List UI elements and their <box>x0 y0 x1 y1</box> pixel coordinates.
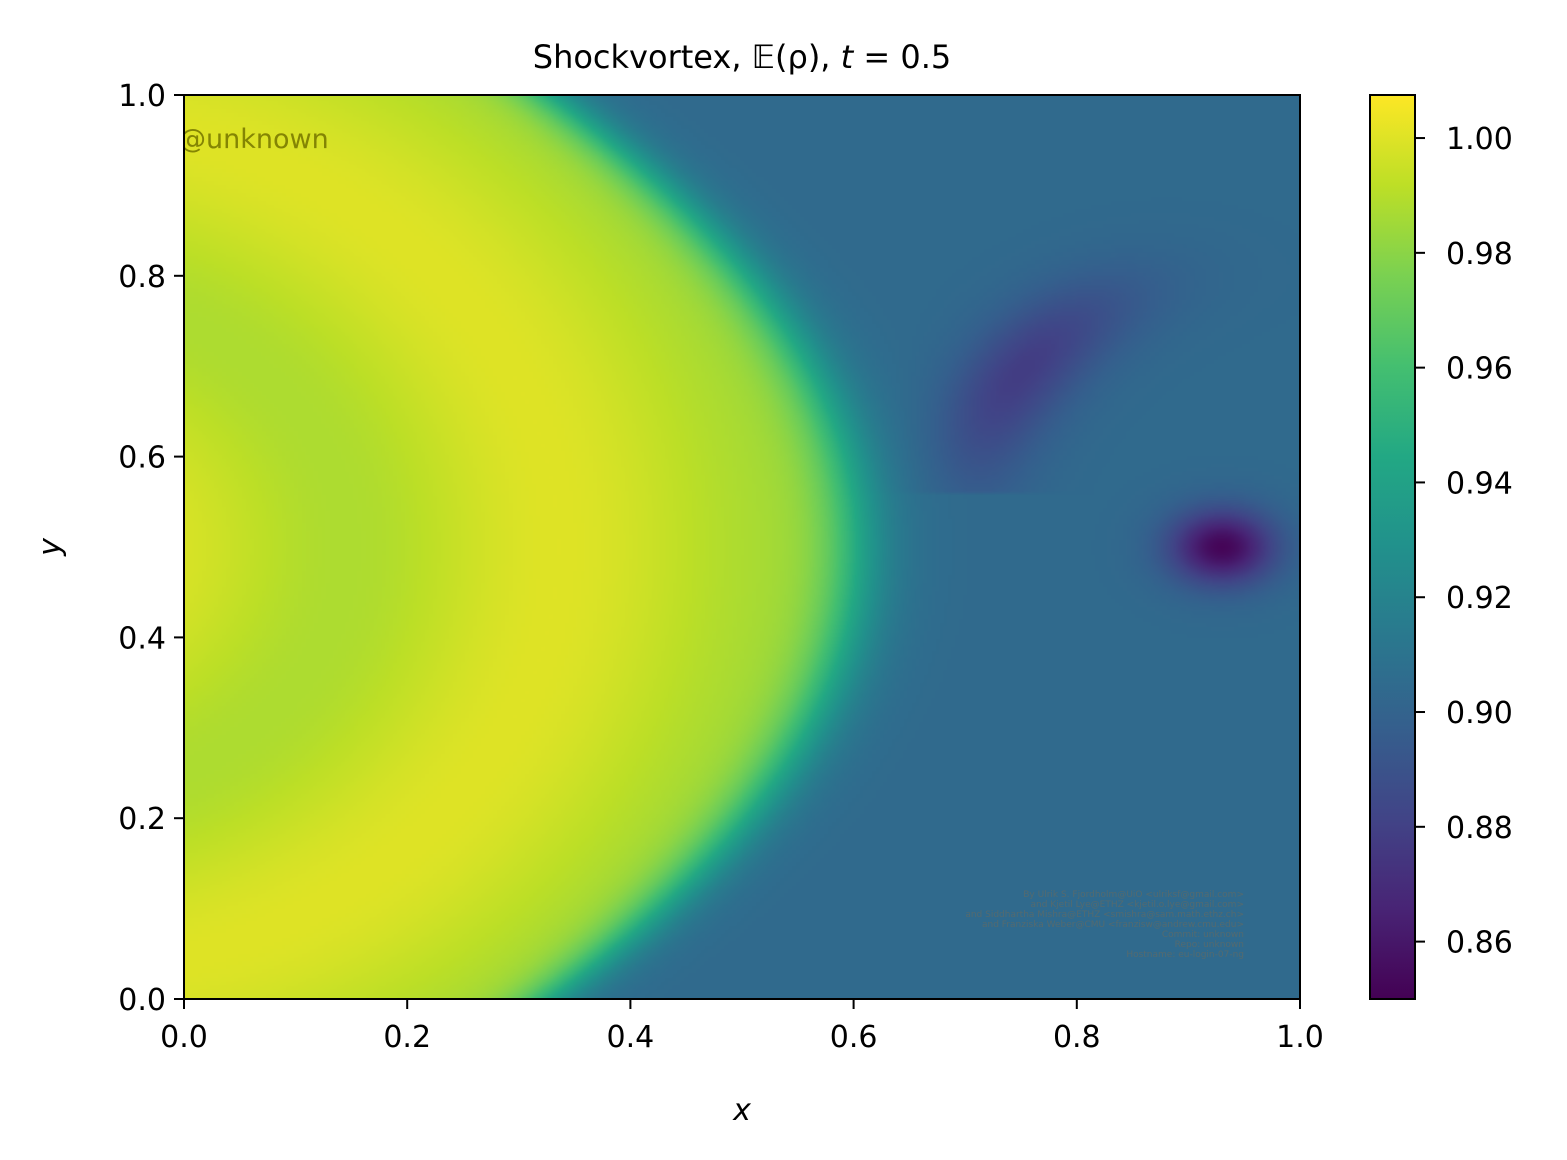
colorbar-frame <box>1369 94 1416 1000</box>
density-field <box>184 95 1300 999</box>
colorbar-tick-label: 0.94 <box>1446 466 1513 501</box>
credits-line: Commit: unknown <box>1162 930 1244 940</box>
credits-line: Repo: unknown <box>1175 940 1244 950</box>
y-tick-label: 1.0 <box>118 79 166 114</box>
x-tick-label: 0.4 <box>607 1020 655 1055</box>
x-tick-label: 0.8 <box>1053 1020 1101 1055</box>
colorbar-gradient <box>1370 95 1415 999</box>
x-axis: 0.0 0.2 0.4 0.6 0.8 1.0 <box>160 999 1324 1055</box>
credits-block: By Ulrik S. Fjordholm@UiO <ulriksf@gmail… <box>965 890 1244 960</box>
y-axis-label: y <box>33 537 68 557</box>
credits-line: By Ulrik S. Fjordholm@UiO <ulriksf@gmail… <box>1023 890 1244 900</box>
x-tick-label: 1.0 <box>1276 1020 1324 1055</box>
y-tick-label: 0.2 <box>118 802 166 837</box>
credits-line: and Siddhartha Mishra@ETHZ <smishra@sam.… <box>965 910 1244 920</box>
colorbar-tick-label: 0.88 <box>1446 811 1513 846</box>
x-tick-label: 0.2 <box>383 1020 431 1055</box>
colorbar-tick-label: 0.96 <box>1446 352 1513 387</box>
plot-frame <box>183 94 1301 1000</box>
colorbar: 0.86 0.88 0.90 0.92 0.94 0.96 0.98 1.00 <box>1369 94 1513 1000</box>
x-axis-label: x <box>732 1093 751 1128</box>
y-tick-label: 0.0 <box>118 983 166 1018</box>
credits-line: Hostname: eu-login-07-ng <box>1126 950 1244 960</box>
y-tick-label: 0.4 <box>118 621 166 656</box>
y-tick-label: 0.8 <box>118 260 166 295</box>
y-axis: 0.0 0.2 0.4 0.6 0.8 1.0 <box>118 79 184 1018</box>
y-tick-label: 0.6 <box>118 441 166 476</box>
heatmap-area: @unknown By Ulrik S. Fjordholm@UiO <ulri… <box>179 95 1300 999</box>
colorbar-ticks: 0.86 0.88 0.90 0.92 0.94 0.96 0.98 1.00 <box>1415 122 1513 961</box>
credits-line: and Kjetil Lye@ETHZ <kjetil.o.lye@gmail.… <box>1030 900 1244 910</box>
x-tick-label: 0.6 <box>830 1020 878 1055</box>
x-tick-label: 0.0 <box>160 1020 208 1055</box>
colorbar-tick-label: 0.86 <box>1446 926 1513 961</box>
chart-title: Shockvortex, 𝔼(ρ), t = 0.5 <box>533 38 951 76</box>
colorbar-tick-label: 1.00 <box>1446 122 1513 157</box>
watermark-label: @unknown <box>179 124 329 155</box>
colorbar-tick-label: 0.90 <box>1446 696 1513 731</box>
colorbar-tick-label: 0.98 <box>1446 237 1513 272</box>
colorbar-tick-label: 0.92 <box>1446 581 1513 616</box>
credits-line: and Franziska Weber@CMU <franzisw@andrew… <box>982 920 1244 930</box>
